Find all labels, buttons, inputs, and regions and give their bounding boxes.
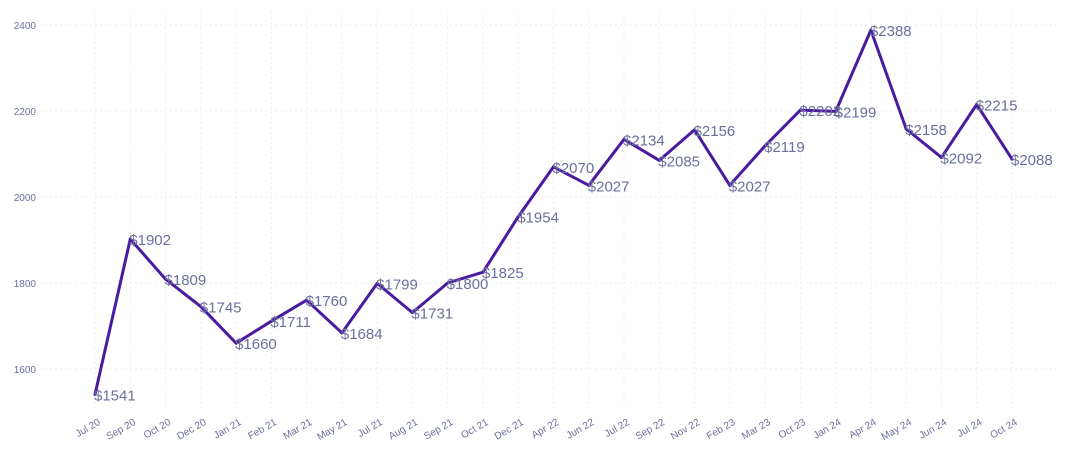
x-tick-label: Oct 24 xyxy=(988,417,1019,441)
series xyxy=(93,28,1014,396)
x-tick-label: Aug 21 xyxy=(387,417,420,443)
x-tick-label: Jul 22 xyxy=(603,417,632,440)
data-point xyxy=(269,319,273,323)
data-point xyxy=(763,144,767,148)
data-label: $1745 xyxy=(200,300,242,317)
x-tick-label: Sep 21 xyxy=(422,417,455,443)
data-label: $1800 xyxy=(447,276,489,293)
data-point xyxy=(834,109,838,113)
x-tick-label: Feb 21 xyxy=(246,417,279,442)
data-point xyxy=(622,137,626,141)
x-tick-label: Jul 24 xyxy=(956,417,985,440)
x-tick-label: Dec 20 xyxy=(175,417,208,443)
data-point xyxy=(657,158,661,162)
data-label: $2215 xyxy=(976,97,1018,114)
data-label: $1954 xyxy=(517,210,559,227)
data-point xyxy=(516,215,520,219)
x-tick-label: Jul 21 xyxy=(356,417,385,440)
x-tick-label: Apr 24 xyxy=(847,417,878,441)
data-labels: $1541 $1902 $1809 $1745 $1660 $1711 $1760 $1684… xyxy=(94,23,1053,404)
data-point xyxy=(340,331,344,335)
data-label: $2134 xyxy=(623,132,665,149)
data-point xyxy=(975,102,979,106)
data-label: $2199 xyxy=(835,104,877,121)
data-label: $1825 xyxy=(482,265,524,282)
x-tick-label: Nov 22 xyxy=(669,417,702,443)
data-label: $1902 xyxy=(129,232,171,249)
y-tick-label: 2200 xyxy=(14,107,37,118)
x-tick-label: Oct 20 xyxy=(142,417,173,441)
data-label: $1711 xyxy=(270,314,311,331)
data-label: $1799 xyxy=(376,276,418,293)
x-tick-label: Oct 21 xyxy=(459,417,490,441)
data-label: $1731 xyxy=(411,306,453,323)
data-point xyxy=(904,127,908,131)
x-tick-label: Jun 22 xyxy=(565,417,597,442)
data-label: $1760 xyxy=(306,293,348,310)
x-tick-label: Sep 20 xyxy=(105,417,138,443)
data-label: $2156 xyxy=(694,123,736,140)
data-point xyxy=(798,108,802,112)
x-tick-label: Sep 22 xyxy=(634,417,667,443)
data-point xyxy=(693,128,697,132)
data-label: $2119 xyxy=(764,139,805,156)
x-tick-label: Jul 20 xyxy=(74,417,103,440)
data-point xyxy=(234,341,238,345)
data-label: $1541 xyxy=(94,387,136,404)
data-label: $2088 xyxy=(1011,152,1053,169)
data-point xyxy=(128,237,132,241)
data-point xyxy=(93,392,97,396)
data-label: $2027 xyxy=(729,178,771,195)
y-tick-label: 2400 xyxy=(14,21,37,32)
data-label: $2085 xyxy=(658,153,700,170)
data-point xyxy=(587,183,591,187)
data-label: $2070 xyxy=(553,160,595,177)
data-label: $1684 xyxy=(341,326,383,343)
x-axis: Jul 20 Sep 20 Oct 20 Dec 20 Jan 21 Feb 21 Mar … xyxy=(74,417,1020,443)
data-point xyxy=(481,270,485,274)
data-label: $2202 xyxy=(799,103,841,120)
data-point xyxy=(552,165,555,169)
data-label: $2092 xyxy=(940,150,982,167)
data-label: $1809 xyxy=(165,272,207,289)
data-point xyxy=(1010,157,1014,161)
grid xyxy=(40,12,1057,412)
y-tick-label: 2000 xyxy=(14,193,37,204)
x-tick-label: Feb 23 xyxy=(705,417,738,442)
data-point xyxy=(446,281,450,285)
x-tick-label: Jun 24 xyxy=(917,417,949,442)
x-tick-label: Jan 21 xyxy=(212,417,244,442)
y-axis: 1600 1800 2000 2200 2400 xyxy=(14,21,37,376)
x-tick-label: Mar 23 xyxy=(740,417,773,442)
data-point xyxy=(164,277,168,281)
y-tick-label: 1800 xyxy=(14,279,37,290)
data-label: $2027 xyxy=(588,178,630,195)
x-tick-label: Apr 22 xyxy=(530,417,561,441)
data-point xyxy=(939,155,943,159)
x-tick-label: Mar 21 xyxy=(282,417,315,442)
x-tick-label: May 21 xyxy=(315,417,349,443)
x-tick-label: May 24 xyxy=(880,417,914,443)
data-label: $1660 xyxy=(235,336,277,353)
y-tick-label: 1600 xyxy=(14,365,37,376)
data-point xyxy=(305,298,309,302)
data-point xyxy=(199,305,203,309)
data-point xyxy=(410,311,414,315)
data-label: $2388 xyxy=(870,23,912,40)
data-label: $2158 xyxy=(905,122,947,139)
data-point xyxy=(728,183,732,187)
x-tick-label: Dec 21 xyxy=(493,417,526,443)
x-tick-label: Jan 24 xyxy=(812,417,844,442)
data-point xyxy=(375,281,379,285)
data-point xyxy=(869,28,873,32)
x-tick-label: Oct 23 xyxy=(777,417,808,441)
